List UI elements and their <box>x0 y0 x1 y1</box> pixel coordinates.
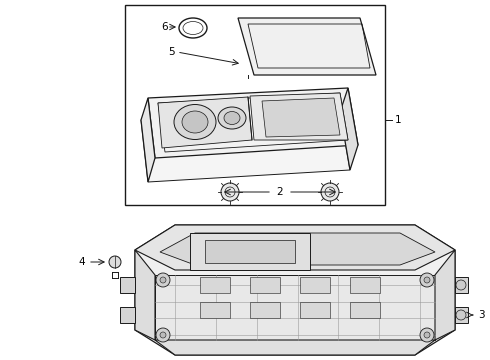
Circle shape <box>424 277 430 283</box>
Circle shape <box>420 328 434 342</box>
Polygon shape <box>141 98 155 182</box>
Polygon shape <box>190 233 310 270</box>
Text: 3: 3 <box>478 310 485 320</box>
Polygon shape <box>125 5 385 205</box>
Circle shape <box>160 277 166 283</box>
Circle shape <box>156 328 170 342</box>
Polygon shape <box>205 240 295 263</box>
Text: 5: 5 <box>169 47 175 57</box>
Polygon shape <box>120 277 135 293</box>
Polygon shape <box>435 250 455 340</box>
Polygon shape <box>250 302 280 318</box>
Polygon shape <box>350 277 380 293</box>
Circle shape <box>420 273 434 287</box>
Polygon shape <box>160 233 435 265</box>
Polygon shape <box>135 250 155 340</box>
Circle shape <box>321 183 339 201</box>
Polygon shape <box>238 18 376 75</box>
Ellipse shape <box>218 107 246 129</box>
Circle shape <box>456 280 466 290</box>
Polygon shape <box>200 302 230 318</box>
Polygon shape <box>250 277 280 293</box>
Polygon shape <box>155 340 435 355</box>
Polygon shape <box>158 97 252 148</box>
Circle shape <box>221 183 239 201</box>
Polygon shape <box>455 277 468 293</box>
Circle shape <box>109 256 121 268</box>
Polygon shape <box>148 88 358 158</box>
Circle shape <box>160 332 166 338</box>
Polygon shape <box>120 307 135 323</box>
Polygon shape <box>135 225 455 355</box>
Polygon shape <box>200 277 230 293</box>
Polygon shape <box>340 88 358 170</box>
Polygon shape <box>262 98 340 137</box>
Polygon shape <box>250 93 348 140</box>
Ellipse shape <box>224 112 240 125</box>
Polygon shape <box>300 277 330 293</box>
Polygon shape <box>141 112 350 182</box>
Circle shape <box>424 332 430 338</box>
Text: 2: 2 <box>277 187 283 197</box>
Polygon shape <box>300 302 330 318</box>
Circle shape <box>456 310 466 320</box>
Text: 4: 4 <box>78 257 85 267</box>
Polygon shape <box>350 302 380 318</box>
Circle shape <box>156 273 170 287</box>
Polygon shape <box>155 275 435 340</box>
Polygon shape <box>455 307 468 323</box>
Text: 1: 1 <box>395 115 402 125</box>
Text: 6: 6 <box>161 22 168 32</box>
Ellipse shape <box>179 18 207 38</box>
Ellipse shape <box>174 104 216 140</box>
Ellipse shape <box>182 111 208 133</box>
Polygon shape <box>135 225 455 270</box>
